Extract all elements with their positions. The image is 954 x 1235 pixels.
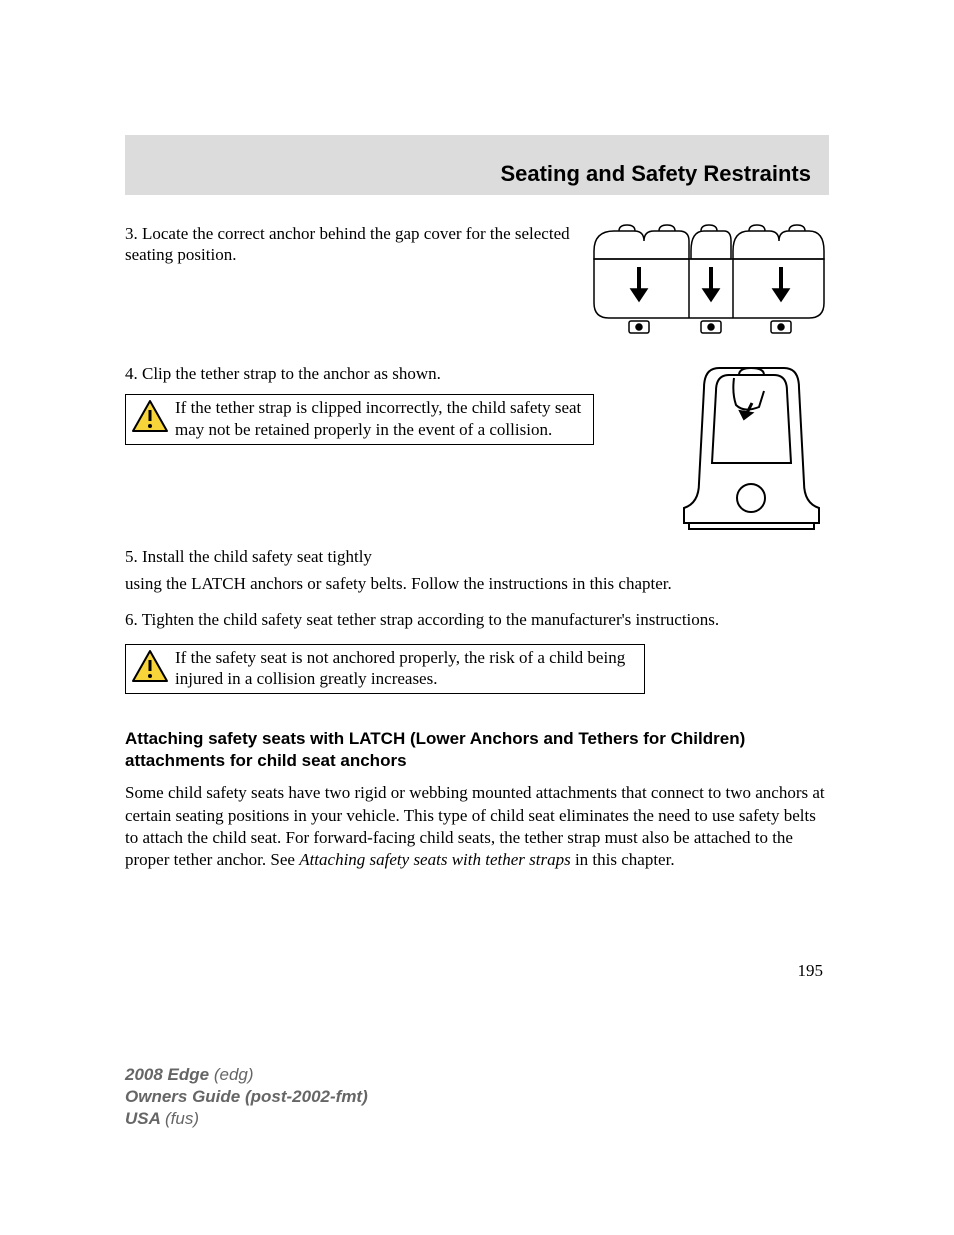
step-4-text-col: 4. Clip the tether strap to the anchor a… — [125, 363, 604, 445]
footer-region: USA — [125, 1109, 165, 1128]
step-4-row: 4. Clip the tether strap to the anchor a… — [125, 363, 829, 538]
page: Seating and Safety Restraints 3. Locate … — [0, 0, 954, 1235]
warning-icon — [131, 399, 169, 433]
rear-seat-anchors-illustration — [589, 223, 829, 343]
warning-box-1: If the tether strap is clipped incorrect… — [125, 394, 594, 445]
step-6-text: 6. Tighten the child safety seat tether … — [125, 609, 829, 630]
page-number: 195 — [125, 961, 829, 981]
step-5b-text: using the LATCH anchors or safety belts.… — [125, 573, 829, 594]
latch-para-b: in this chapter. — [571, 850, 675, 869]
latch-section-heading: Attaching safety seats with LATCH (Lower… — [125, 728, 829, 772]
footer-guide: Owners Guide (post-2002-fmt) — [125, 1086, 368, 1108]
header-band: Seating and Safety Restraints — [125, 135, 829, 195]
warning-2-text: If the safety seat is not anchored prope… — [175, 648, 625, 688]
latch-section-para: Some child safety seats have two rigid o… — [125, 782, 829, 870]
warning-box-2: If the safety seat is not anchored prope… — [125, 644, 645, 695]
step-3-row: 3. Locate the correct anchor behind the … — [125, 223, 829, 343]
footer-line-3: USA (fus) — [125, 1108, 368, 1130]
warning-icon — [131, 649, 169, 683]
footer-line-1: 2008 Edge (edg) — [125, 1064, 368, 1086]
step-4-text: 4. Clip the tether strap to the anchor a… — [125, 363, 594, 384]
child-seat-tether-illustration — [674, 363, 829, 538]
footer-model-code: (edg) — [214, 1065, 254, 1084]
footer-model: 2008 Edge — [125, 1065, 214, 1084]
latch-para-italic: Attaching safety seats with tether strap… — [299, 850, 571, 869]
warning-1-text: If the tether strap is clipped incorrect… — [175, 398, 581, 438]
page-section-title: Seating and Safety Restraints — [500, 161, 811, 187]
step-5-text: 5. Install the child safety seat tightly — [125, 546, 829, 567]
footer: 2008 Edge (edg) Owners Guide (post-2002-… — [125, 1064, 368, 1130]
step-3-text-col: 3. Locate the correct anchor behind the … — [125, 223, 589, 284]
footer-region-code: (fus) — [165, 1109, 199, 1128]
step-3-text: 3. Locate the correct anchor behind the … — [125, 223, 579, 266]
